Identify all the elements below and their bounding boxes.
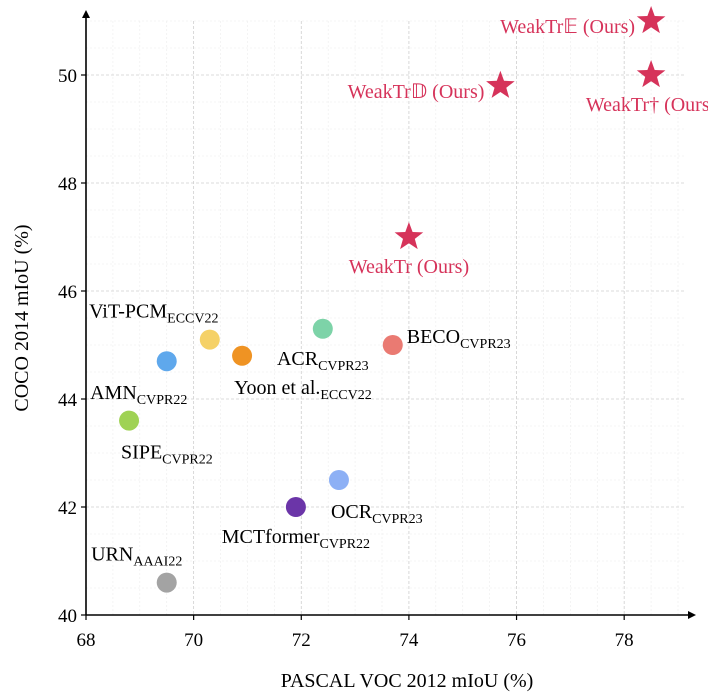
- point-label: WeakTr (Ours): [349, 256, 469, 278]
- ticks: 68 70 72 74 76 78 40 42 44 46 48 50: [58, 66, 634, 651]
- point-label-venue: ECCV22: [320, 388, 371, 403]
- point-label-name: Yoon et al.: [234, 377, 320, 399]
- data-points: [119, 6, 666, 593]
- point-label-venue: CVPR22: [162, 453, 213, 468]
- point-label-venue: CVPR22: [319, 537, 370, 552]
- point-circle: [328, 470, 349, 490]
- point-label: OCRCVPR23: [331, 501, 423, 527]
- point-star: [486, 70, 515, 98]
- point-label: Yoon et al.ECCV22: [234, 377, 372, 403]
- point-circle: [199, 329, 220, 350]
- point-circle: [382, 335, 403, 355]
- y-tick-label: 48: [58, 174, 77, 195]
- point-star: [636, 60, 666, 88]
- point-circle: [119, 410, 140, 431]
- x-axis-title: PASCAL VOC 2012 mIoU (%): [281, 670, 534, 692]
- point-label: AMNCVPR22: [90, 382, 187, 408]
- point-label-name: SIPE: [121, 442, 162, 464]
- point-label-name: WeakTr (Ours): [349, 256, 469, 278]
- x-tick-label: 72: [292, 630, 311, 651]
- point-label-venue: CVPR23: [460, 337, 511, 352]
- x-tick-label: 68: [77, 630, 96, 651]
- y-tick-label: 46: [58, 282, 77, 303]
- point-label-venue: ECCV22: [167, 312, 218, 327]
- point-label: WeakTr𝔻 (Ours): [348, 81, 485, 103]
- point-label: SIPECVPR22: [121, 442, 213, 468]
- point-label: ViT-PCMECCV22: [89, 301, 218, 327]
- point-circle: [156, 572, 177, 593]
- point-label-venue: CVPR23: [372, 512, 423, 527]
- y-axis-arrow: [82, 10, 90, 18]
- axes: [82, 10, 696, 619]
- point-circle: [156, 351, 177, 372]
- point-label-name: OCR: [331, 501, 373, 523]
- y-axis-title: COCO 2014 mIoU (%): [11, 224, 33, 411]
- y-tick-label: 40: [58, 606, 77, 627]
- point-label-name: MCTformer: [222, 526, 320, 548]
- point-label-name: WeakTr𝔻 (Ours): [348, 81, 485, 103]
- point-label-name: BECO: [407, 326, 460, 348]
- point-star: [636, 6, 666, 34]
- x-tick-label: 70: [184, 630, 203, 651]
- point-circle: [232, 345, 253, 366]
- point-label: ACRCVPR23: [277, 348, 369, 374]
- point-label: WeakTr† (Ours): [586, 94, 708, 116]
- point-label-name: WeakTr𝔼 (Ours): [500, 16, 635, 38]
- point-label-name: ViT-PCM: [89, 301, 167, 323]
- point-circle: [285, 497, 306, 517]
- point-label-venue: CVPR23: [318, 359, 369, 374]
- point-label-name: AMN: [90, 382, 137, 404]
- y-tick-label: 42: [58, 498, 77, 519]
- point-label-name: WeakTr† (Ours): [586, 94, 708, 116]
- y-tick-label: 50: [58, 66, 77, 87]
- grid: [85, 20, 686, 616]
- point-label: URNAAAI22: [91, 544, 182, 570]
- point-star: [394, 222, 424, 250]
- point-label-venue: CVPR22: [137, 393, 188, 408]
- point-label-name: URN: [91, 544, 133, 566]
- x-tick-label: 76: [507, 630, 526, 651]
- point-label: MCTformerCVPR22: [222, 526, 370, 552]
- x-tick-label: 78: [615, 630, 634, 651]
- point-label-venue: AAAI22: [133, 555, 182, 570]
- point-label: BECOCVPR23: [407, 326, 511, 352]
- point-label: WeakTr𝔼 (Ours): [500, 16, 635, 38]
- y-tick-label: 44: [58, 390, 78, 411]
- x-axis-arrow: [688, 611, 696, 619]
- point-circle: [312, 318, 333, 339]
- x-tick-label: 74: [399, 630, 419, 651]
- point-label-name: ACR: [277, 348, 319, 370]
